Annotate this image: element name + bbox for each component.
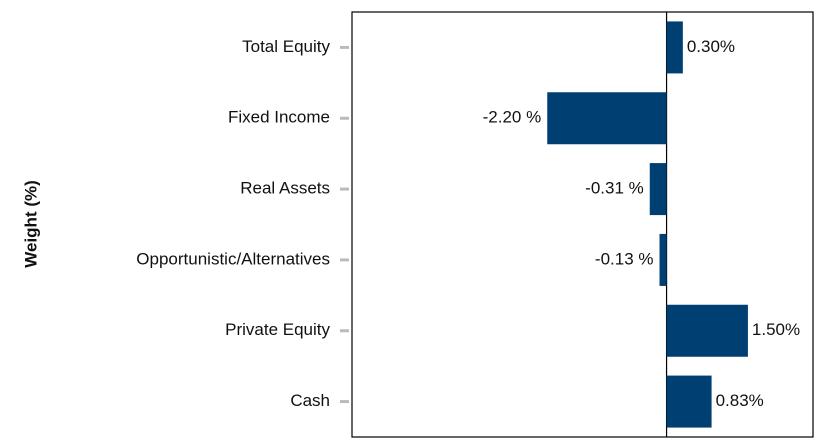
- bar: [649, 163, 667, 216]
- y-tick-label: Fixed Income: [228, 108, 330, 127]
- y-tick-label: Real Assets: [240, 179, 330, 198]
- y-axis-label: Weight (%): [21, 180, 40, 268]
- bar: [666, 21, 683, 74]
- y-tick-label: Private Equity: [225, 320, 330, 339]
- data-label: 1.50%: [752, 320, 800, 339]
- bar: [666, 304, 748, 357]
- bar: [666, 375, 712, 428]
- bar: [659, 233, 667, 286]
- data-label: -0.31 %: [585, 179, 644, 198]
- data-label: 0.30%: [687, 37, 735, 56]
- data-label: -0.13 %: [595, 249, 654, 268]
- bar: [547, 92, 667, 145]
- data-label: -2.20 %: [483, 108, 542, 127]
- y-tick-label: Opportunistic/Alternatives: [136, 249, 330, 268]
- y-tick-label: Total Equity: [242, 37, 330, 56]
- y-tick-label: Cash: [290, 391, 330, 410]
- plot-frame: [351, 11, 814, 438]
- data-label: 0.83%: [716, 391, 764, 410]
